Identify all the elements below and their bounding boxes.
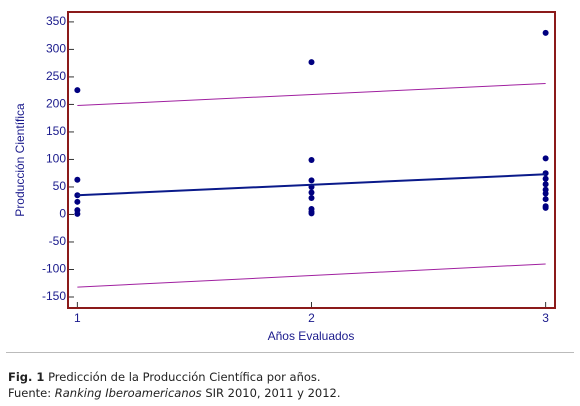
separator — [6, 352, 574, 353]
y-tick-label: 50 — [53, 179, 67, 193]
line — [77, 173, 546, 197]
source-line: Fuente: Ranking Iberoamericanos SIR 2010… — [8, 385, 341, 401]
point — [308, 59, 315, 66]
plot-frame — [67, 11, 556, 309]
point — [308, 210, 315, 217]
x-tick-label: 3 — [542, 311, 549, 325]
point — [542, 196, 549, 203]
point — [74, 87, 81, 94]
y-tick-label: 300 — [46, 42, 66, 56]
fig-text: Predicción de la Producción Científica p… — [48, 370, 321, 384]
source-italic: Ranking Iberoamericanos — [54, 386, 202, 400]
line — [77, 83, 546, 107]
source-prefix: Fuente: — [8, 386, 52, 400]
point — [74, 210, 81, 217]
point — [542, 175, 549, 182]
point — [542, 181, 549, 188]
point — [542, 29, 549, 36]
point — [542, 204, 549, 211]
point — [308, 177, 315, 184]
y-tick-label: -50 — [49, 234, 67, 248]
y-tick-label: -100 — [42, 262, 66, 276]
point — [542, 190, 549, 197]
x-axis-label: Años Evaluados — [268, 329, 355, 343]
x-tick-label: 2 — [308, 311, 315, 325]
source-rest: SIR 2010, 2011 y 2012. — [205, 386, 341, 400]
point — [308, 194, 315, 201]
point — [308, 157, 315, 163]
y-axis-label: Producción Científica — [13, 103, 27, 217]
y-tick-label: 150 — [46, 124, 66, 138]
y-tick-label: 350 — [46, 14, 66, 28]
line — [77, 263, 546, 288]
point — [308, 189, 315, 196]
y-tick-label: 250 — [46, 69, 66, 83]
chart: Producción Científica Años Evaluados -15… — [13, 11, 556, 343]
caption-line: Fig. 1 Predicción de la Producción Cient… — [8, 369, 341, 385]
y-tick-label: 200 — [46, 97, 66, 111]
point — [74, 198, 81, 205]
caption: Fig. 1 Predicción de la Producción Cient… — [8, 369, 341, 401]
fig-label: Fig. 1 — [8, 370, 45, 384]
point — [74, 176, 81, 183]
point — [542, 155, 549, 162]
y-tick-label: -150 — [42, 289, 66, 303]
y-tick-label: 0 — [59, 207, 66, 221]
y-tick-label: 100 — [46, 152, 66, 166]
x-tick-label: 1 — [74, 311, 81, 325]
